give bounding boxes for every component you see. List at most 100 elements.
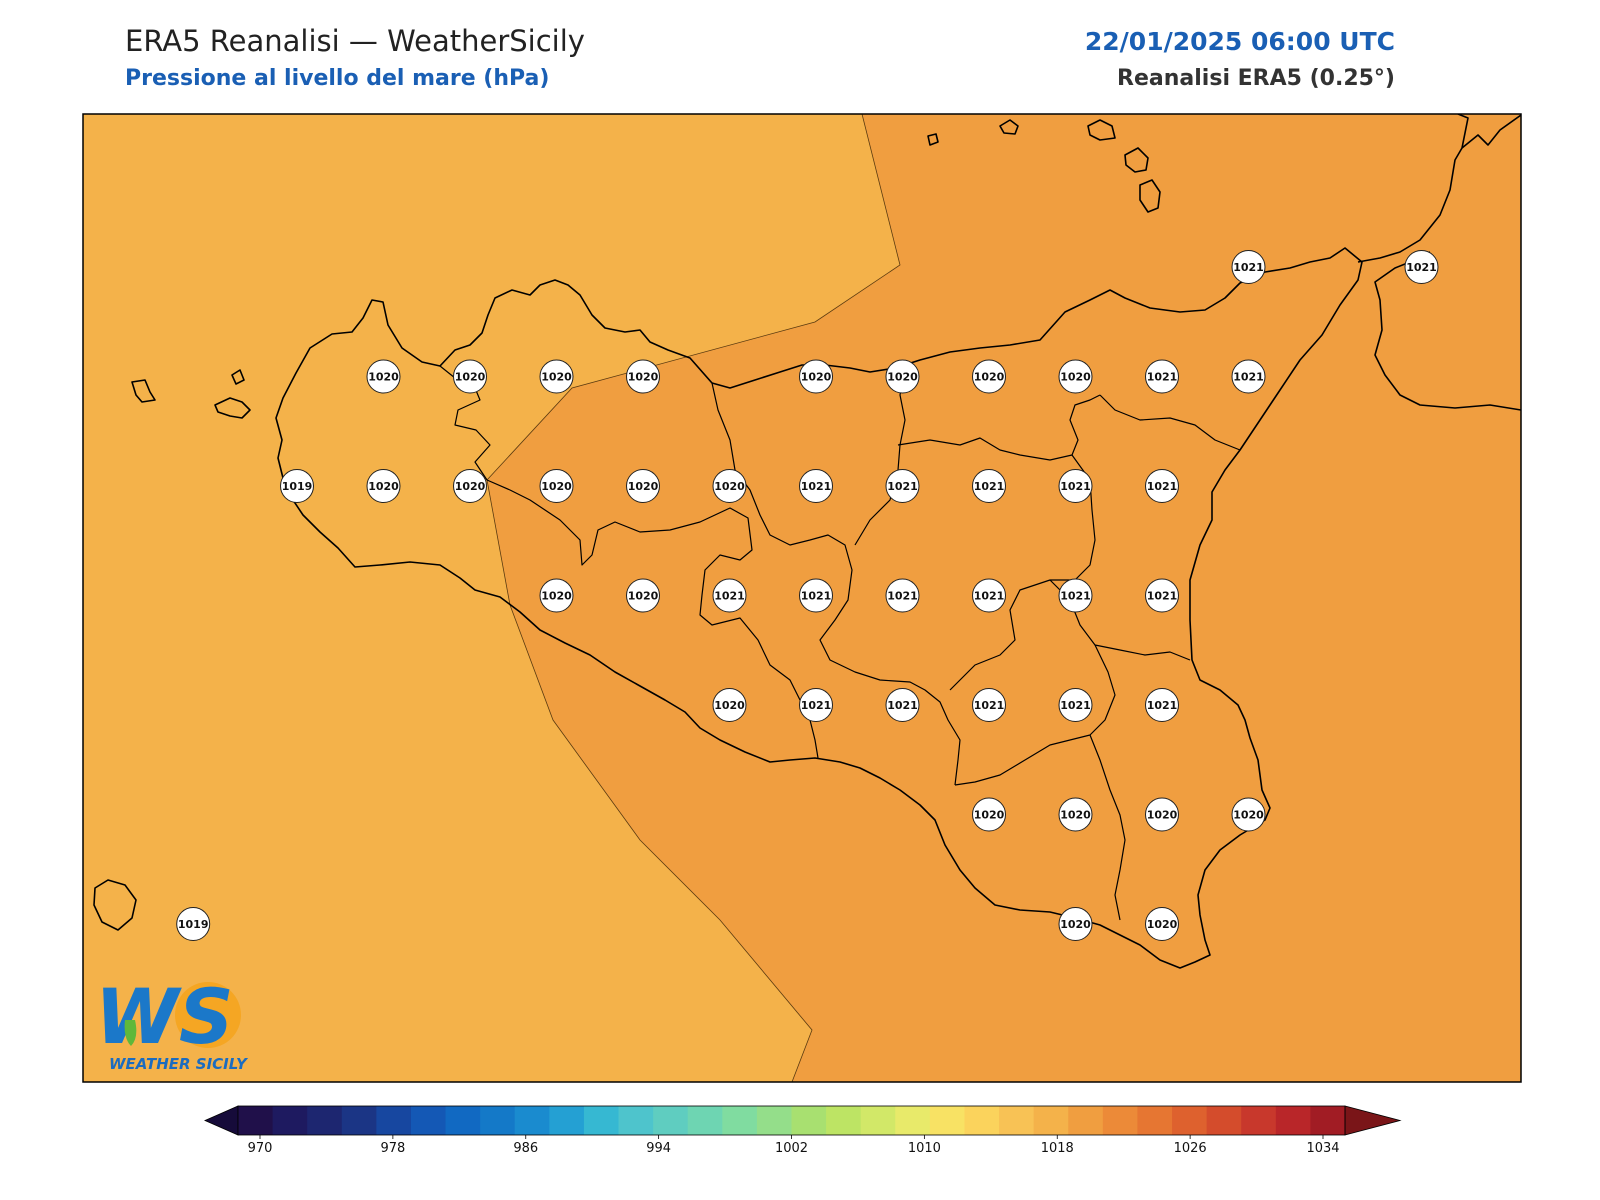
station-circle xyxy=(1145,797,1179,832)
station-marker: 1021 xyxy=(972,469,1006,503)
station-circle xyxy=(539,359,574,394)
station-circle xyxy=(176,907,211,941)
station-marker: 1019 xyxy=(280,469,314,503)
station-circle xyxy=(539,578,574,613)
colorbar-swatch xyxy=(1310,1106,1346,1135)
station-marker: 1021 xyxy=(1058,578,1093,613)
station-circle xyxy=(626,469,660,503)
colorbar-swatch xyxy=(272,1106,308,1135)
map-frame xyxy=(82,113,1522,1083)
station-value: 1020 xyxy=(541,480,572,493)
station-marker: 1019 xyxy=(176,907,211,941)
station-circle xyxy=(972,359,1006,394)
station-value: 1020 xyxy=(714,699,745,712)
station-marker: 1020 xyxy=(799,359,833,394)
station-circle xyxy=(1145,578,1179,613)
station-circle xyxy=(972,797,1006,832)
station-value: 1021 xyxy=(887,590,918,603)
station-value: 1019 xyxy=(178,918,209,931)
station-marker: 1020 xyxy=(972,797,1006,832)
station-circle xyxy=(453,469,487,503)
colorbar: 970 978 986 994 1002 1010 1018 1026 1034 xyxy=(204,1105,1402,1156)
station-marker: 1021 xyxy=(1145,359,1179,394)
station-circle xyxy=(1231,359,1266,394)
station-circle xyxy=(712,578,747,613)
station-circle xyxy=(1058,469,1093,503)
colorbar-swatch xyxy=(653,1106,689,1135)
station-value: 1020 xyxy=(628,371,659,384)
colorbar-swatch xyxy=(1206,1106,1242,1135)
station-value: 1020 xyxy=(714,480,745,493)
island-filicudi xyxy=(1087,119,1116,141)
station-circle xyxy=(366,469,401,503)
colorbar-swatch xyxy=(895,1106,931,1135)
station-marker: 1021 xyxy=(1058,469,1093,503)
coastline xyxy=(93,114,1521,969)
station-circle xyxy=(626,578,660,613)
station-marker: 1021 xyxy=(1404,250,1439,284)
station-value: 1020 xyxy=(541,371,572,384)
station-circle xyxy=(799,578,833,613)
station-value: 1020 xyxy=(887,371,918,384)
colorbar-swatch xyxy=(514,1106,550,1135)
station-marker: 1021 xyxy=(1231,359,1266,394)
station-value: 1020 xyxy=(455,371,486,384)
colorbar-tick-label: 986 xyxy=(513,1141,538,1156)
colorbar-swatch xyxy=(722,1106,758,1135)
colorbar-swatch xyxy=(999,1106,1035,1135)
station-marker: 1020 xyxy=(453,469,487,503)
station-marker: 1021 xyxy=(1145,469,1179,503)
station-value: 1021 xyxy=(714,590,745,603)
station-circle xyxy=(972,688,1006,722)
logo-letters: WS xyxy=(95,972,234,1061)
station-circle xyxy=(799,359,833,394)
station-value: 1020 xyxy=(628,480,659,493)
map-title: ERA5 Reanalisi — WeatherSicily xyxy=(125,24,585,58)
station-marker: 1020 xyxy=(366,359,401,394)
station-circle xyxy=(1058,907,1093,941)
station-marker: 1021 xyxy=(972,578,1006,613)
island-favignana xyxy=(214,397,251,419)
map-source: Reanalisi ERA5 (0.25°) xyxy=(1117,66,1395,91)
colorbar-swatch xyxy=(549,1106,585,1135)
colorbar-swatch xyxy=(687,1106,723,1135)
station-value: 1020 xyxy=(1060,809,1091,822)
station-circle xyxy=(1058,359,1093,394)
colorbar-swatch xyxy=(410,1106,447,1135)
colorbar-swatch xyxy=(445,1106,481,1135)
station-value: 1020 xyxy=(1147,809,1178,822)
colorbar-under-arrow xyxy=(204,1105,239,1136)
station-circle xyxy=(626,359,660,394)
island-lipari xyxy=(1139,179,1161,213)
station-marker: 1021 xyxy=(1145,688,1179,722)
station-circle xyxy=(972,469,1006,503)
station-value: 1020 xyxy=(974,371,1005,384)
colorbar-tick-label: 1002 xyxy=(775,1141,808,1156)
station-marker: 1020 xyxy=(1058,359,1093,394)
station-value: 1021 xyxy=(801,699,832,712)
colorbar-swatch xyxy=(1137,1106,1173,1135)
colorbar-swatch xyxy=(480,1106,516,1135)
colorbar-tick-label: 970 xyxy=(248,1141,273,1156)
station-marker: 1021 xyxy=(799,688,833,722)
station-value: 1021 xyxy=(1060,699,1091,712)
station-circle xyxy=(1145,469,1179,503)
station-value: 1021 xyxy=(801,480,832,493)
colorbar-swatch xyxy=(583,1106,620,1135)
ws-logo: WS WEATHER SICILY xyxy=(95,972,249,1073)
leaf-icon xyxy=(124,1020,137,1046)
island-marettimo xyxy=(131,379,156,403)
station-marker: 1021 xyxy=(712,578,747,613)
colorbar-swatch xyxy=(1275,1106,1311,1135)
station-circle xyxy=(1058,688,1093,722)
station-marker: 1020 xyxy=(712,469,747,503)
station-value: 1020 xyxy=(541,590,572,603)
station-marker: 1020 xyxy=(626,469,660,503)
station-marker: 1021 xyxy=(799,578,833,613)
station-value: 1021 xyxy=(887,480,918,493)
colorbar-tick-label: 1026 xyxy=(1174,1141,1207,1156)
station-value: 1020 xyxy=(368,371,399,384)
station-value: 1021 xyxy=(1147,371,1178,384)
colorbar-swatch xyxy=(860,1106,896,1135)
